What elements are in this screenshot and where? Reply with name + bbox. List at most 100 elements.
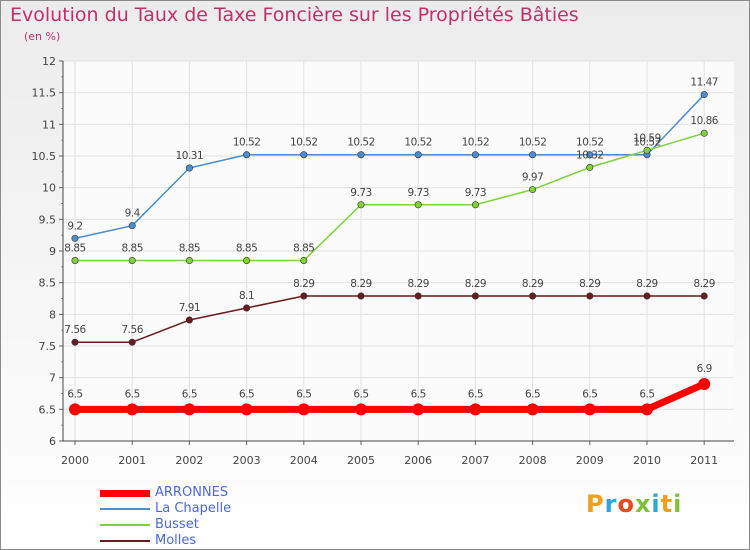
data-point-la-chapelle xyxy=(357,151,365,159)
data-point-arronnes xyxy=(183,403,196,416)
data-point-la-chapelle xyxy=(529,151,537,159)
data-label-molles: 8.29 xyxy=(408,278,429,290)
x-tick-label: 2007 xyxy=(461,454,489,467)
data-label-la-chapelle: 9.4 xyxy=(125,208,141,220)
data-label-arronnes: 6.5 xyxy=(353,388,368,400)
data-label-busset: 8.85 xyxy=(64,243,85,255)
y-tick-label: 6 xyxy=(49,435,56,448)
data-point-arronnes xyxy=(69,403,81,416)
data-point-arronnes xyxy=(469,403,482,416)
data-label-busset: 9.73 xyxy=(408,187,429,199)
data-label-arronnes: 6.5 xyxy=(525,388,540,400)
y-tick-label: 8 xyxy=(49,308,56,321)
data-label-arronnes: 6.5 xyxy=(296,388,311,400)
data-label-la-chapelle: 10.52 xyxy=(462,137,490,149)
data-label-arronnes: 6.5 xyxy=(639,388,654,400)
data-label-la-chapelle: 10.52 xyxy=(519,137,547,149)
data-point-arronnes xyxy=(355,403,367,416)
data-label-busset: 9.97 xyxy=(522,172,543,184)
legend-item-busset: Busset xyxy=(100,517,231,533)
data-point-arronnes xyxy=(526,403,539,416)
data-label-arronnes: 6.5 xyxy=(411,388,426,400)
data-label-busset: 10.59 xyxy=(633,132,661,144)
data-point-molles xyxy=(185,316,193,324)
data-point-busset xyxy=(414,201,422,209)
logo-letter: i xyxy=(673,490,683,518)
logo-letter: r xyxy=(604,490,618,518)
y-tick-label: 7 xyxy=(49,372,56,385)
data-label-arronnes: 6.5 xyxy=(67,388,82,400)
data-point-arronnes xyxy=(126,403,139,416)
data-label-arronnes: 6.5 xyxy=(239,388,254,400)
data-point-molles xyxy=(357,292,365,300)
logo-letter: x xyxy=(634,490,652,518)
data-point-la-chapelle xyxy=(300,151,308,159)
data-point-la-chapelle xyxy=(700,91,708,99)
data-point-molles xyxy=(471,292,479,300)
x-tick-label: 2002 xyxy=(175,454,203,467)
legend-swatch-arronnes xyxy=(100,489,150,497)
data-label-la-chapelle: 10.52 xyxy=(290,137,318,149)
x-tick-label: 2000 xyxy=(61,454,89,467)
legend-swatch-molles xyxy=(100,540,150,542)
data-point-la-chapelle xyxy=(128,222,136,230)
logo-letter: i xyxy=(651,490,661,518)
data-label-la-chapelle: 10.52 xyxy=(233,137,261,149)
chart-legend: ARRONNES La Chapelle Busset Molles xyxy=(100,485,231,549)
data-label-busset: 8.85 xyxy=(179,243,200,255)
data-point-la-chapelle xyxy=(185,164,193,172)
data-label-arronnes: 6.9 xyxy=(697,363,712,375)
x-tick-label: 2006 xyxy=(404,454,432,467)
data-point-busset xyxy=(71,256,79,264)
legend-swatch-busset xyxy=(100,524,150,526)
y-axis-unit-label: (en %) xyxy=(24,30,61,43)
data-point-busset xyxy=(243,256,251,264)
logo-letter: P xyxy=(586,490,605,518)
data-label-molles: 7.91 xyxy=(179,302,200,314)
legend-swatch-la-chapelle xyxy=(100,508,150,510)
data-label-molles: 8.29 xyxy=(465,278,486,290)
data-label-molles: 8.29 xyxy=(694,278,715,290)
data-point-busset xyxy=(700,129,708,137)
data-label-busset: 9.73 xyxy=(465,187,486,199)
data-point-arronnes xyxy=(583,403,596,416)
data-point-busset xyxy=(529,186,537,194)
data-label-molles: 8.29 xyxy=(636,278,657,290)
data-label-arronnes: 6.5 xyxy=(468,388,483,400)
data-point-arronnes xyxy=(641,403,653,416)
data-point-busset xyxy=(586,163,594,171)
x-tick-label: 2009 xyxy=(576,454,604,467)
data-label-la-chapelle: 10.52 xyxy=(347,137,375,149)
data-point-busset xyxy=(185,256,193,264)
data-label-arronnes: 6.5 xyxy=(125,388,140,400)
data-label-busset: 8.85 xyxy=(236,243,257,255)
x-tick-label: 2010 xyxy=(633,454,661,467)
data-label-molles: 8.29 xyxy=(522,278,543,290)
y-tick-label: 11.5 xyxy=(32,87,57,100)
legend-label-la-chapelle: La Chapelle xyxy=(155,501,232,516)
data-point-busset xyxy=(300,256,308,264)
logo-letter: o xyxy=(617,490,635,518)
y-tick-label: 7.5 xyxy=(39,340,57,353)
y-tick-label: 6.5 xyxy=(39,403,57,416)
x-tick-label: 2001 xyxy=(118,454,146,467)
data-point-arronnes xyxy=(412,403,425,416)
data-label-busset: 8.85 xyxy=(293,243,314,255)
data-label-busset: 9.73 xyxy=(350,187,371,199)
data-point-busset xyxy=(128,256,136,264)
data-point-arronnes xyxy=(240,403,253,416)
data-label-arronnes: 6.5 xyxy=(182,388,197,400)
data-point-molles xyxy=(243,304,251,312)
chart-title: Evolution du Taux de Taxe Foncière sur l… xyxy=(10,4,579,26)
data-label-la-chapelle: 11.47 xyxy=(690,77,718,89)
x-tick-label: 2004 xyxy=(290,454,318,467)
data-point-la-chapelle xyxy=(71,234,79,242)
series-line-arronnes xyxy=(75,380,706,413)
data-point-molles xyxy=(529,292,537,300)
legend-label-molles: Molles xyxy=(155,533,197,548)
data-point-la-chapelle xyxy=(243,151,251,159)
series-line-la-chapelle xyxy=(74,94,705,240)
data-label-la-chapelle: 9.2 xyxy=(67,220,82,232)
y-tick-label: 10.5 xyxy=(32,150,57,163)
y-tick-label: 8.5 xyxy=(39,277,57,290)
